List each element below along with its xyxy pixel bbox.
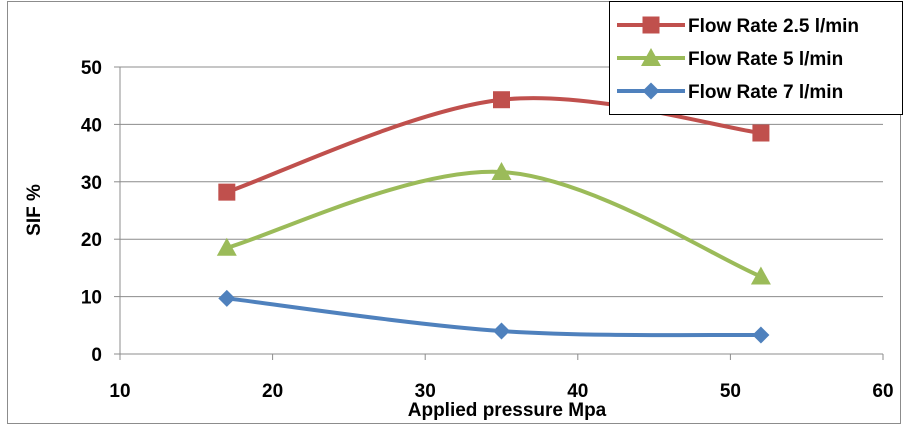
y-tick-label: 20 [81,230,102,251]
plot-area [216,91,771,344]
series-3-legend-label: Flow Rate 7 l/min [688,82,843,103]
x-tick-label: 30 [415,381,436,402]
y-tick-label: 10 [81,288,102,309]
legend: Flow Rate 2.5 l/min Flow Rate 5 l/min Flow… [609,1,903,115]
series-1-point [752,124,770,142]
x-tick-label: 20 [262,381,283,402]
x-tick-label: 10 [109,381,130,402]
y-tick-label: 50 [81,58,102,79]
series-1-point [493,91,510,109]
y-tick-label: 0 [91,345,102,366]
series-3-legend-marker [642,82,660,100]
series-1-point [218,183,236,201]
series-3-point [493,322,510,340]
axes: 0 10 20 30 40 50 10 20 30 40 50 60 [81,58,894,402]
y-tick-label: 30 [81,173,102,194]
series-2-legend-marker [641,48,661,66]
x-tick-label: 60 [872,381,893,402]
y-tick-label: 40 [81,115,102,136]
series-3-point [218,289,236,307]
series-2-point [216,237,237,256]
series-3-point [752,326,770,344]
series-1-legend-label: Flow Rate 2.5 l/min [688,16,859,37]
series-2-legend-label: Flow Rate 5 l/min [688,49,843,70]
x-tick-label: 50 [720,381,741,402]
y-axis-title: SIF % [24,184,45,236]
series-2-point [491,162,512,181]
series-1-legend-marker [642,16,660,34]
series-2-point [750,266,771,285]
x-axis-title: Applied pressure Mpa [408,400,607,421]
x-tick-label: 40 [567,381,588,402]
